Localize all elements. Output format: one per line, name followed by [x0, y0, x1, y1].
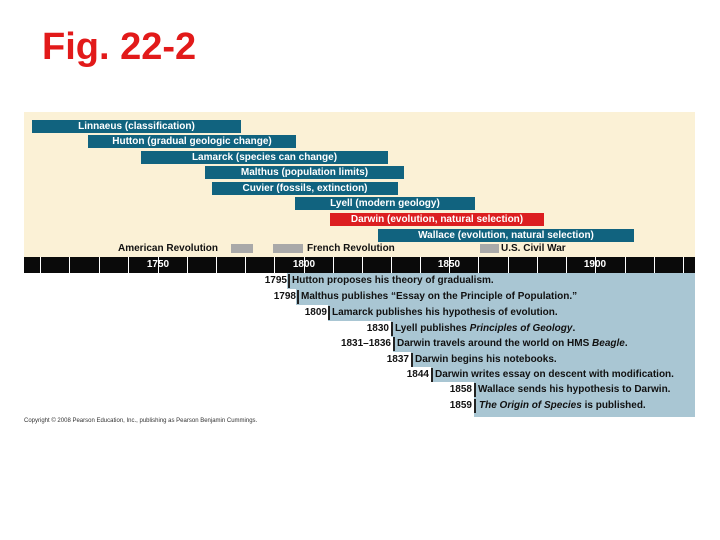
lifespan-bar-hutton: Hutton (gradual geologic change): [88, 135, 296, 148]
event-text: Darwin writes essay on descent with modi…: [435, 369, 674, 380]
event-panel: [431, 367, 695, 382]
event-text: Malthus publishes “Essay on the Principl…: [301, 291, 578, 302]
event-panel: [411, 352, 695, 367]
timeline-tick: [625, 257, 626, 273]
timeline-tick: [216, 257, 217, 273]
timeline-tick: [187, 257, 188, 273]
event-marker: [297, 290, 299, 304]
timeline-tick: [537, 257, 538, 273]
event-marker: [391, 322, 393, 336]
war-marker-american-revolution: [231, 244, 253, 253]
event-year: 1795: [264, 275, 287, 286]
war-label-french-revolution: French Revolution: [307, 243, 395, 254]
timeline-tick: [362, 257, 363, 273]
war-marker-french-revolution: [273, 244, 303, 253]
lifespan-bar-darwin: Darwin (evolution, natural selection): [330, 213, 544, 226]
timeline-tick: [128, 257, 129, 273]
event-text: Hutton proposes his theory of gradualism…: [292, 275, 494, 286]
event-marker: [474, 383, 476, 397]
event-marker: [411, 353, 413, 367]
timeline-tick: [683, 257, 684, 273]
timeline-tick: [304, 257, 305, 273]
tick-label-1800: 1800: [292, 259, 316, 270]
timeline-tick: [508, 257, 509, 273]
event-year: 1809: [304, 307, 327, 318]
event-marker: [474, 399, 476, 413]
event-text: Lamarck publishes his hypothesis of evol…: [332, 307, 558, 318]
lifespan-bar-lyell: Lyell (modern geology): [295, 197, 475, 210]
event-text: Wallace sends his hypothesis to Darwin.: [478, 384, 671, 395]
lifespan-bar-lamarck: Lamarck (species can change): [141, 151, 388, 164]
lifespan-bar-linnaeus: Linnaeus (classification): [32, 120, 241, 133]
event-marker: [431, 368, 433, 382]
war-label-american-revolution: American Revolution: [118, 243, 219, 254]
event-text: Darwin begins his notebooks.: [415, 354, 557, 365]
event-year: 1858: [449, 384, 472, 395]
timeline-tick: [449, 257, 450, 273]
event-year: 1837: [386, 354, 409, 365]
event-text: The Origin of Species is published.: [479, 400, 646, 411]
timeline-tick: [99, 257, 100, 273]
event-text: Darwin travels around the world on HMS B…: [397, 338, 628, 349]
timeline-tick: [566, 257, 567, 273]
timeline-tick: [420, 257, 421, 273]
lifespan-bar-wallace: Wallace (evolution, natural selection): [378, 229, 634, 242]
event-panel: [287, 273, 695, 289]
timeline-tick: [69, 257, 70, 273]
event-year: 1798: [273, 291, 296, 302]
event-marker: [328, 306, 330, 320]
timeline-tick: [654, 257, 655, 273]
event-panel: [474, 382, 695, 417]
event-panel: [393, 337, 695, 352]
timeline-tick: [158, 257, 159, 273]
timeline-tick: [333, 257, 334, 273]
timeline-tick: [274, 257, 275, 273]
event-year: 1844: [406, 369, 429, 380]
lifespan-bar-cuvier: Cuvier (fossils, extinction): [212, 182, 398, 195]
event-year: 1859: [449, 400, 472, 411]
tick-label-1750: 1750: [146, 259, 170, 270]
war-marker-civil-war: [480, 244, 499, 253]
timeline-tick: [478, 257, 479, 273]
timeline-tick: [391, 257, 392, 273]
timeline-tick: [245, 257, 246, 273]
event-panel: [296, 289, 695, 305]
timeline-tick: [40, 257, 41, 273]
war-label-civil-war: U.S. Civil War: [501, 243, 566, 254]
figure-title: Fig. 22-2: [42, 26, 197, 68]
event-marker: [393, 337, 395, 351]
copyright-notice: Copyright © 2008 Pearson Education, Inc.…: [24, 418, 258, 424]
timeline-axis: [24, 257, 695, 273]
lifespan-bar-malthus: Malthus (population limits): [205, 166, 404, 179]
event-panel: [391, 321, 695, 337]
event-panel: [328, 305, 695, 321]
event-marker: [288, 274, 290, 288]
timeline-tick: [595, 257, 596, 273]
tick-label-1900: 1900: [583, 259, 607, 270]
event-year: 1830: [366, 323, 389, 334]
event-text: Lyell publishes Principles of Geology.: [395, 323, 576, 334]
tick-label-1850: 1850: [437, 259, 461, 270]
event-year: 1831–1836: [340, 338, 391, 349]
